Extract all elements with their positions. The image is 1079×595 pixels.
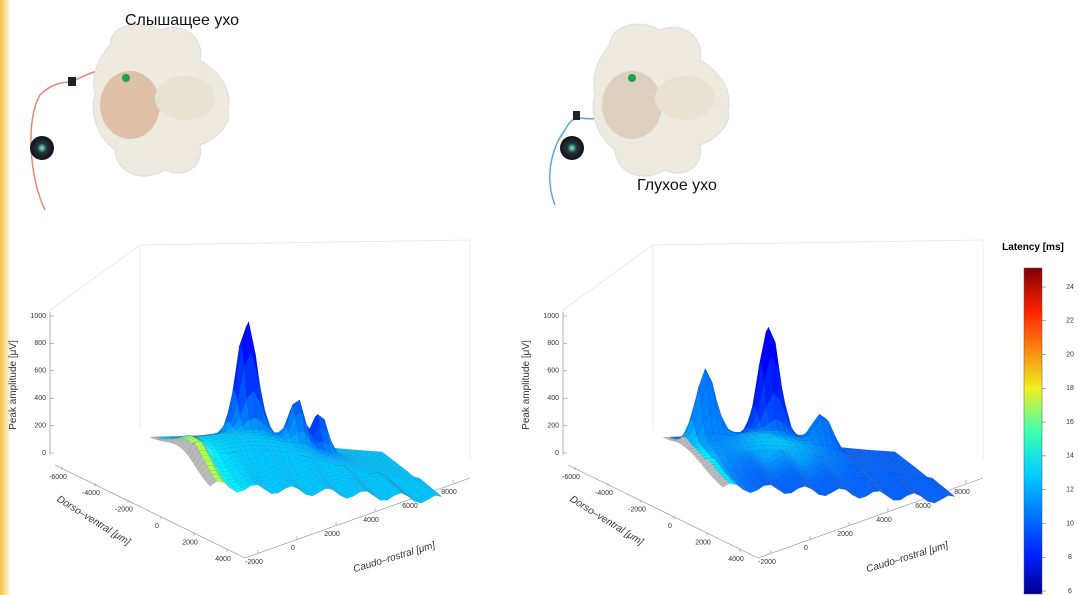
label: Слышащее ухо [125,12,239,29]
y-tick-label: -2000 [758,559,776,566]
colorbar-tick-label: 24 [1066,284,1074,291]
colorbar-tick-label: 18 [1066,385,1074,392]
z-tick-label: 1000 [543,313,559,320]
mouse-illustration [30,24,229,210]
y-tick-label: 4000 [876,517,892,524]
x-tick-label: 2000 [695,539,711,546]
z-tick-label: 1000 [30,313,46,320]
x-tick-label: 0 [668,523,672,530]
z-tick-label: 400 [34,395,46,402]
y-tick-label: -2000 [245,559,263,566]
surface-plot: 0 200 400 600 800 1000 Peak amplitude [μV] -600… [8,240,470,575]
y-tick-label: 2000 [837,531,853,538]
surface [150,322,442,503]
y-tick-label: 6000 [915,503,931,510]
z-tick-label: 800 [547,340,559,347]
colorbar-tick-label: 8 [1068,554,1072,561]
x-tick-label: -2000 [115,507,133,514]
colorbar [1024,268,1042,594]
colorbar-tick-label: 14 [1066,453,1074,460]
x-tick-label: 2000 [182,539,198,546]
z-tick-label: 200 [547,422,559,429]
z-tick-label: 800 [34,340,46,347]
z-axis-title: Peak amplitude [μV] [521,340,532,430]
plots: 0 200 400 600 800 1000 Peak amplitude [μV] -600… [8,240,983,575]
figure: Слышащее ухо Глухое ухо 0200400600800100… [0,0,1079,595]
y-tick-label: 0 [291,545,295,552]
x-tick-label: 0 [155,523,159,530]
y-axis-title: Caudo–rostral [μm] [352,540,437,575]
colorbar-tick-label: 10 [1066,520,1074,527]
colorbar-tick-label: 22 [1066,318,1074,325]
x-tick-label: -4000 [82,490,100,497]
colorbar-tick-label: 20 [1066,351,1074,358]
colorbar-tick-label: 12 [1066,487,1074,494]
z-tick-label: 600 [34,368,46,375]
x-tick-label: -4000 [595,490,613,497]
z-tick-label: 400 [547,395,559,402]
label: Глухое ухо [637,177,717,194]
surface-plot: 0 200 400 600 800 1000 Peak amplitude [μV] -600… [521,240,983,575]
y-tick-label: 8000 [954,489,970,496]
y-axis-title: Caudo–rostral [μm] [865,540,950,575]
y-tick-label: 8000 [441,489,457,496]
box-line [50,245,140,310]
y-tick-label: 4000 [363,517,379,524]
y-tick-label: 2000 [324,531,340,538]
box-line [140,240,470,245]
box-line [653,240,983,245]
colorbar-tick-label: 16 [1066,419,1074,426]
y-tick-label: 0 [804,545,808,552]
x-axis-title: Dorso–ventral [μm] [55,494,133,548]
colorbar-title: Latency [ms] [1002,242,1064,253]
x-axis-title: Dorso–ventral [μm] [568,494,646,548]
z-tick-label: 0 [555,450,559,457]
colorbar-tick-label: 6 [1068,588,1072,595]
box-line [563,245,653,310]
x-tick-label: 4000 [215,556,231,563]
z-tick-label: 600 [547,368,559,375]
edge-strip [0,0,10,595]
surface [663,327,955,503]
x-tick-label: -6000 [562,474,580,481]
x-tick-label: 4000 [728,556,744,563]
z-tick-label: 0 [42,450,46,457]
y-tick-label: 6000 [402,503,418,510]
x-tick-label: -6000 [49,474,67,481]
z-axis-title: Peak amplitude [μV] [8,340,19,430]
z-tick-label: 200 [34,422,46,429]
x-tick-label: -2000 [628,507,646,514]
